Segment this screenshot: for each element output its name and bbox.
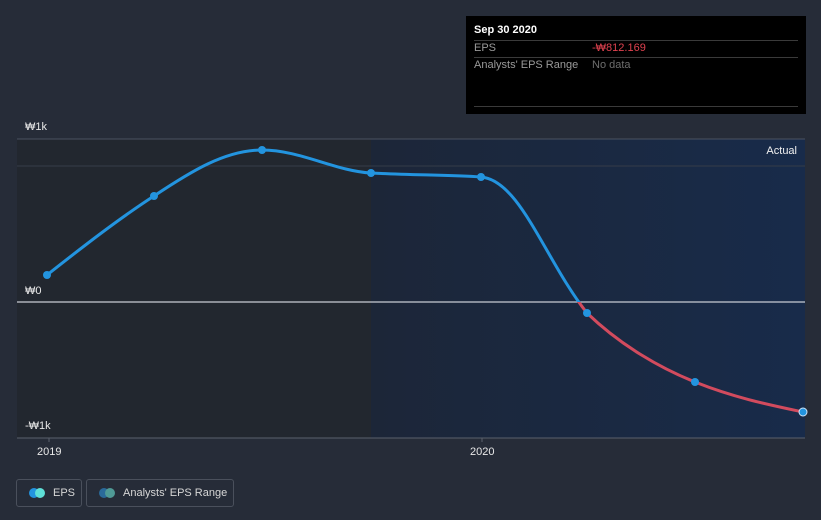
past-region	[17, 139, 371, 438]
data-point[interactable]	[150, 192, 158, 200]
y-label-top: ₩1k	[25, 121, 47, 133]
eps-points	[43, 146, 808, 417]
legend-eps[interactable]: EPS	[16, 479, 82, 507]
x-label-2019: 2019	[37, 446, 62, 458]
tooltip-row-range: Analysts' EPS Range No data	[474, 59, 798, 71]
data-point[interactable]	[477, 173, 485, 181]
data-point[interactable]	[691, 378, 699, 386]
tooltip-row-eps: EPS -₩812.169	[474, 42, 798, 54]
data-point[interactable]	[367, 169, 375, 177]
data-point[interactable]	[258, 146, 266, 154]
y-label-zero: ₩0	[25, 285, 42, 297]
data-point-selected[interactable]	[798, 407, 808, 417]
eps-line	[45, 148, 805, 414]
tooltip-range-value: No data	[592, 59, 631, 71]
tooltip-eps-label: EPS	[474, 42, 497, 54]
tooltip-divider	[474, 106, 798, 107]
tooltip-divider	[474, 57, 798, 58]
tooltip-eps-value: -₩812.169	[592, 42, 646, 54]
data-point[interactable]	[583, 309, 591, 317]
legend-analysts-range-label: Analysts' EPS Range	[123, 487, 228, 499]
data-point[interactable]	[43, 271, 51, 279]
actual-region-label: Actual	[766, 145, 797, 157]
tooltip-date: Sep 30 2020	[474, 24, 537, 36]
eps-legend-icon	[29, 488, 45, 498]
tooltip-divider	[474, 40, 798, 41]
tooltip: Sep 30 2020 EPS -₩812.169 Analysts' EPS …	[466, 16, 806, 114]
legend-analysts-range[interactable]: Analysts' EPS Range	[86, 479, 234, 507]
y-label-bottom: -₩1k	[25, 420, 51, 432]
tooltip-range-label: Analysts' EPS Range	[474, 59, 579, 71]
x-label-2020: 2020	[470, 446, 495, 458]
actual-region	[371, 139, 805, 438]
legend-eps-label: EPS	[53, 487, 76, 499]
analysts-range-legend-icon	[99, 488, 115, 498]
